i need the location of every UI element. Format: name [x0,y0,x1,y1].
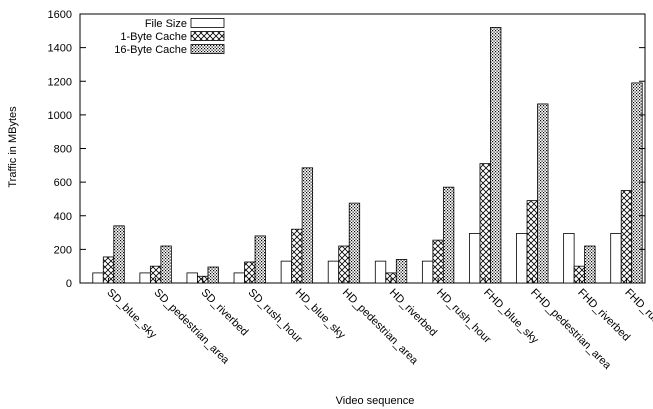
x-category-label: FHD_rush_hour [622,287,653,351]
y-tick-label: 1400 [48,43,72,55]
legend-label: 16-Byte Cache [114,44,187,56]
bar-file-size-2 [186,272,198,284]
bar-file-size-7 [421,260,434,284]
x-category-label: HD_riverbed [387,287,439,339]
bar-16-byte-cache-6 [395,259,408,284]
y-tick-label: 800 [54,144,72,156]
bar-16-byte-cache-9 [537,103,549,284]
legend-label: File Size [145,18,187,30]
bar-1-byte-cache-4 [291,228,303,284]
y-tick-label: 400 [54,211,72,223]
bar-1-byte-cache-8 [479,163,491,284]
bar-file-size-4 [280,260,293,284]
y-tick-label: 600 [54,177,72,189]
bar-file-size-5 [327,260,340,284]
x-axis-title: Video sequence [336,395,415,407]
y-tick-label: 0 [66,278,72,290]
bar-16-byte-cache-11 [631,82,643,284]
bar-file-size-3 [233,272,245,284]
bar-file-size-1 [139,272,151,284]
legend-swatch [190,31,225,41]
bar-file-size-9 [516,233,528,284]
bars-group [92,27,643,284]
bar-file-size-6 [374,260,387,284]
bar-16-byte-cache-4 [301,167,314,284]
x-axis: SD_blue_skySD_pedestrian_areaSD_riverbed… [104,278,653,372]
bar-file-size-0 [92,272,104,284]
x-category-label: SD_riverbed [199,287,251,339]
bar-16-byte-cache-5 [348,202,361,284]
bar-16-byte-cache-7 [442,186,455,284]
y-axis-title: Traffic in MBytes [7,106,19,188]
bar-file-size-8 [469,233,481,284]
y-tick-label: 1200 [48,76,72,88]
bar-file-size-11 [610,233,622,284]
bar-16-byte-cache-1 [160,245,172,284]
bar-16-byte-cache-10 [584,245,596,284]
x-category-label: SD_blue_sky [104,287,159,342]
y-axis: 0 200 400 600 800 1000 1200 1400 1600 [48,9,645,290]
bar-file-size-10 [563,233,575,284]
bar-16-byte-cache-2 [207,266,219,284]
bar-1-byte-cache-7 [432,239,444,284]
legend-label: 1-Byte Cache [120,31,187,43]
bar-1-byte-cache-11 [620,190,633,284]
bar-16-byte-cache-8 [490,27,502,284]
y-tick-label: 200 [54,244,72,256]
legend-swatch [190,44,225,54]
x-category-label: FHD_pedestrian_area [528,287,614,373]
bar-16-byte-cache-3 [254,235,266,284]
bar-1-byte-cache-9 [526,200,538,284]
bar-1-byte-cache-5 [338,245,350,284]
bar-16-byte-cache-0 [113,225,125,284]
y-tick-label: 1600 [48,9,72,21]
legend-swatch [190,18,225,28]
y-tick-label: 1000 [48,110,72,122]
